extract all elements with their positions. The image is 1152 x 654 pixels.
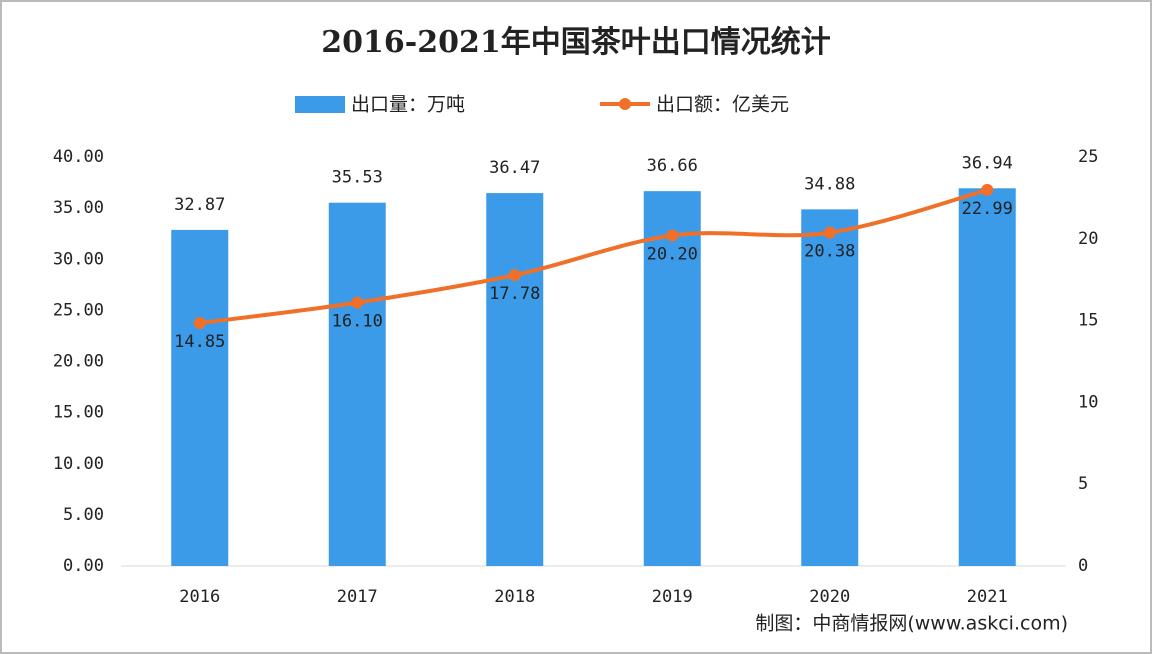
y2-tick-label: 5 xyxy=(1078,474,1088,494)
legend-swatch xyxy=(295,96,345,113)
y-tick-label: 5.00 xyxy=(63,505,104,525)
bar-value-label: 35.53 xyxy=(332,168,383,188)
x-tick-label: 2018 xyxy=(494,587,535,607)
y-tick-label: 15.00 xyxy=(53,403,104,423)
bar-value-label: 34.88 xyxy=(804,174,855,194)
line-point xyxy=(666,229,679,242)
bar xyxy=(328,202,386,566)
y-tick-label: 30.00 xyxy=(53,249,104,269)
bar xyxy=(958,188,1016,566)
line-point xyxy=(193,317,206,330)
line xyxy=(199,187,988,326)
line-point xyxy=(508,269,521,282)
line-point xyxy=(351,296,364,309)
x-tick-label: 2019 xyxy=(652,587,693,607)
y-tick-label: 40.00 xyxy=(53,147,104,167)
line-value-label: 20.38 xyxy=(804,242,855,262)
bar-value-label: 32.87 xyxy=(174,195,225,215)
legend-label: 出口额：亿美元 xyxy=(656,94,789,116)
line-point xyxy=(823,226,836,239)
bar xyxy=(643,191,701,567)
y-tick-label: 10.00 xyxy=(53,454,104,474)
x-tick-label: 2021 xyxy=(967,587,1008,607)
y-tick-label: 25.00 xyxy=(53,300,104,320)
y2-tick-label: 20 xyxy=(1078,229,1098,249)
legend-label: 出口量：万吨 xyxy=(351,94,465,116)
line-point xyxy=(981,183,994,196)
legend-swatch xyxy=(619,98,631,110)
line-value-label: 22.99 xyxy=(962,199,1013,219)
line-value-label: 20.20 xyxy=(647,245,698,265)
bar-value-label: 36.47 xyxy=(489,158,540,178)
line-value-label: 17.78 xyxy=(489,284,540,304)
x-tick-label: 2020 xyxy=(809,587,850,607)
x-tick-label: 2017 xyxy=(337,587,378,607)
bar-value-label: 36.94 xyxy=(962,153,1013,173)
line-value-label: 16.10 xyxy=(332,312,383,332)
y-tick-label: 20.00 xyxy=(53,352,104,372)
y2-tick-label: 25 xyxy=(1078,147,1098,167)
y-tick-label: 0.00 xyxy=(63,556,104,576)
y2-tick-label: 0 xyxy=(1078,556,1088,576)
bar xyxy=(801,209,859,567)
source-note: 制图：中商情报网(www.askci.com) xyxy=(755,613,1068,635)
y-tick-label: 35.00 xyxy=(53,198,104,218)
bar xyxy=(486,193,544,567)
bar xyxy=(171,229,229,567)
bar-value-label: 36.66 xyxy=(647,156,698,176)
y2-tick-label: 15 xyxy=(1078,311,1098,331)
y2-tick-label: 10 xyxy=(1078,392,1098,412)
line-value-label: 14.85 xyxy=(174,332,225,352)
chart-title: 2016-2021年中国茶叶出口情况统计 xyxy=(321,25,830,60)
x-tick-label: 2016 xyxy=(179,587,220,607)
